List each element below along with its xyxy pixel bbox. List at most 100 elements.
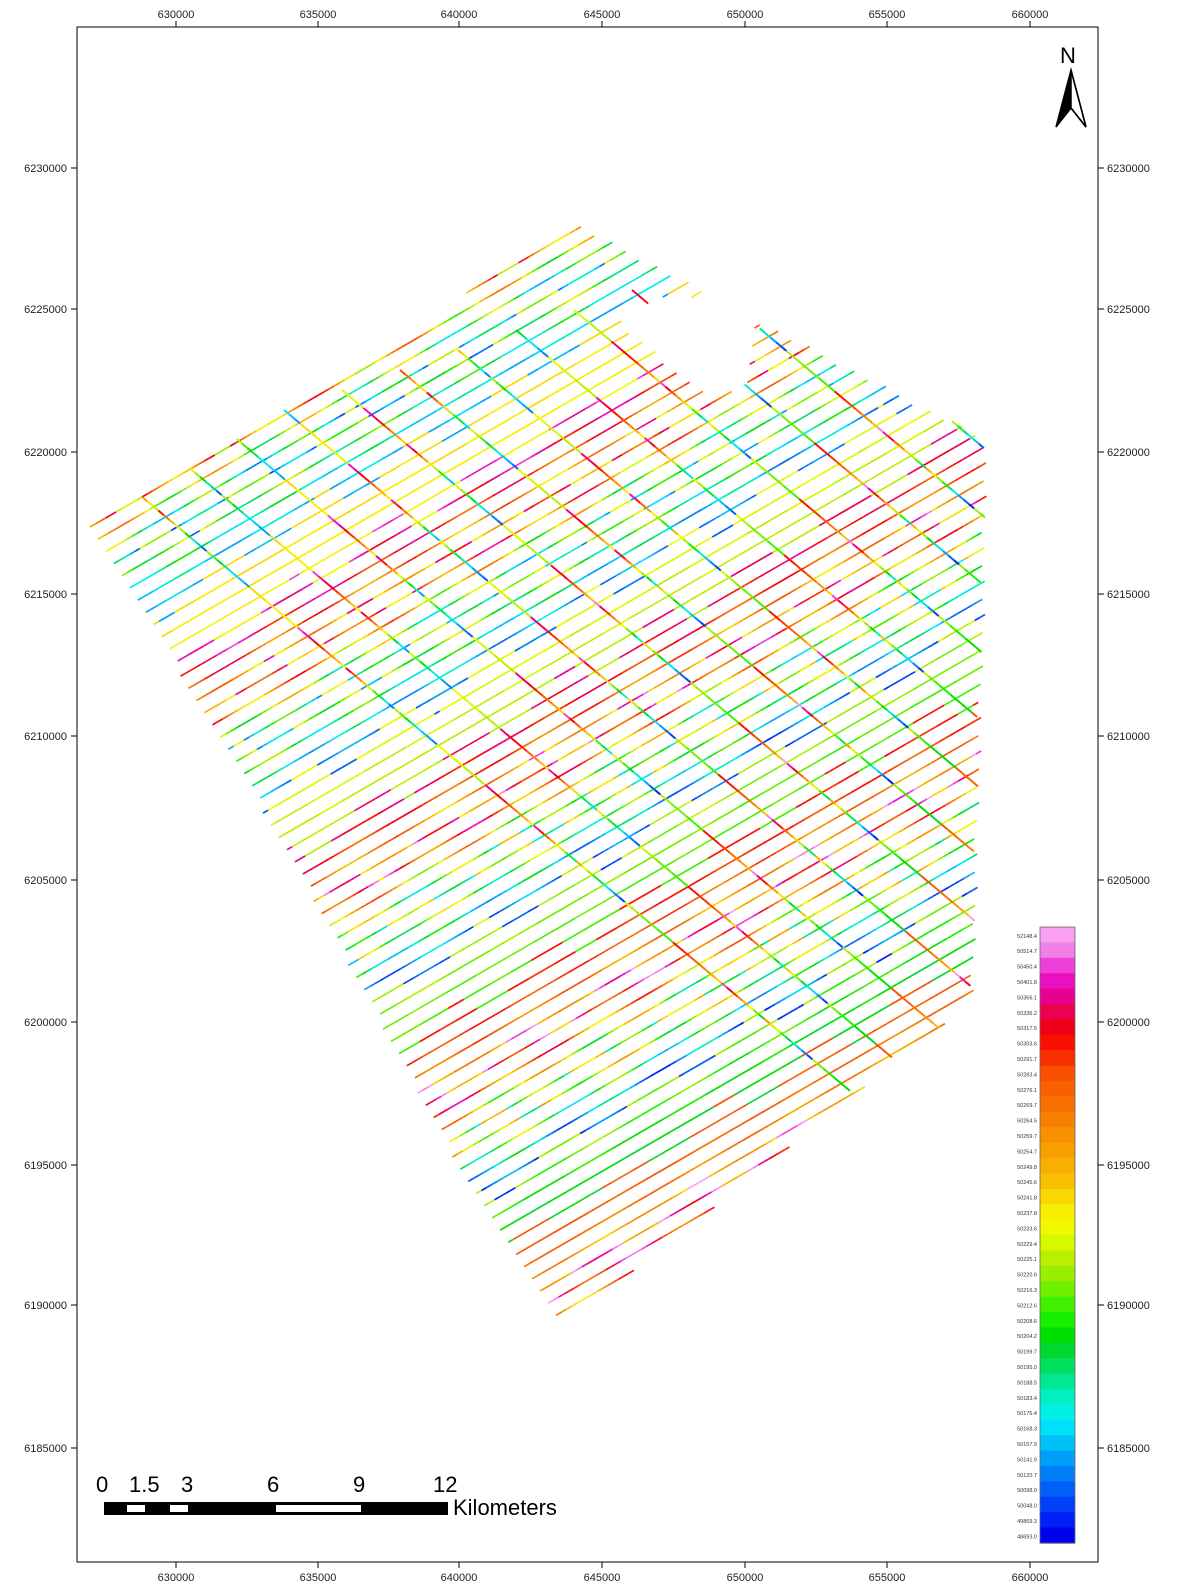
legend-swatch [1040,942,1075,959]
y-tick-label-right: 6190000 [1107,1300,1150,1312]
x-tick-label-bottom: 645000 [584,1572,621,1584]
scale-label-9: 9 [353,1472,365,1497]
legend-swatch [1040,1019,1075,1036]
y-tick-label-left: 6230000 [24,163,67,175]
y-tick-label-left: 6215000 [24,589,67,601]
legend-label: 50168.3 [1017,1427,1037,1433]
legend-label: 50264.5 [1017,1119,1037,1125]
y-tick-label-left: 6195000 [24,1160,67,1172]
x-tick-label-top: 640000 [441,9,478,21]
legend-label: 50269.7 [1017,1103,1037,1109]
scale-label-3: 3 [181,1472,193,1497]
legend-label: 50212.6 [1017,1303,1037,1309]
legend-swatch [1040,1235,1075,1251]
legend-swatch [1040,988,1075,1005]
legend-label: 50225.1 [1017,1257,1037,1263]
y-tick-label-right: 6205000 [1107,875,1150,887]
y-tick-label-right: 6220000 [1107,447,1150,459]
legend-swatch [1040,957,1075,974]
color-legend: 52148.4 50514.7 50450.4 50401.8 50366.1 50336… [1017,925,1077,1545]
legend-swatch [1040,1173,1075,1190]
legend-swatch [1040,1327,1075,1344]
legend-swatch [1040,1281,1075,1298]
legend-label: 50303.6 [1017,1042,1037,1048]
legend-swatch [1040,1527,1075,1544]
x-tick-label-bottom: 655000 [869,1572,906,1584]
legend-swatch [1040,1342,1075,1359]
x-tick-label-top: 645000 [584,9,621,21]
x-tick-label-top: 635000 [300,9,337,21]
x-tick-label-bottom: 660000 [1012,1572,1049,1584]
legend-label: 50199.7 [1017,1350,1037,1356]
legend-swatch [1040,1142,1075,1159]
legend-swatch [1040,1312,1075,1328]
legend-swatch [1040,1065,1075,1082]
legend-label: 50336.2 [1017,1011,1037,1017]
x-tick-label-bottom: 640000 [441,1572,478,1584]
legend-label: 50188.5 [1017,1380,1037,1386]
legend-label: 50245.6 [1017,1180,1037,1186]
legend-swatch [1040,1450,1075,1467]
legend-swatch [1040,1219,1075,1236]
legend-swatch [1040,1034,1075,1051]
legend-label: 50366.1 [1017,995,1037,1001]
legend-swatch [1040,1389,1075,1405]
y-tick-label-left: 6210000 [24,731,67,743]
legend-label: 52148.4 [1017,934,1037,940]
legend-swatch [1040,1250,1075,1267]
x-tick-label-bottom: 630000 [158,1572,195,1584]
y-tick-label-left: 6200000 [24,1017,67,1029]
legend-label: 50514.7 [1017,949,1037,955]
x-tick-label-top: 655000 [869,9,906,21]
legend-label: 50048.0 [1017,1504,1037,1510]
legend-swatch [1040,1512,1075,1529]
legend-swatch [1040,927,1075,943]
x-tick-label-top: 660000 [1012,9,1049,21]
legend-label: 50317.5 [1017,1026,1037,1032]
y-tick-label-right: 6215000 [1107,589,1150,601]
legend-label: 50254.7 [1017,1149,1037,1155]
legend-swatch [1040,1435,1075,1452]
legend-label: 50401.8 [1017,980,1037,986]
legend-swatch [1040,973,1075,990]
legend-swatch [1040,1081,1075,1097]
legend-label: 50291.7 [1017,1057,1037,1063]
legend-label: 50229.4 [1017,1242,1037,1248]
legend-swatch [1040,1373,1075,1390]
legend-label: 50183.4 [1017,1396,1037,1402]
north-letter: N [1060,43,1076,68]
scale-bar: 0 1.5 3 6 9 12 Kilometers [96,1472,557,1520]
x-tick-label-top: 630000 [158,9,195,21]
legend-label: 48693.0 [1017,1534,1037,1540]
legend-swatch [1040,1265,1075,1282]
legend-label: 50241.8 [1017,1196,1037,1202]
scale-label-12: 12 [433,1472,457,1497]
legend-label: 50450.4 [1017,965,1037,971]
y-tick-label-right: 6185000 [1107,1443,1150,1455]
legend-label: 50208.6 [1017,1319,1037,1325]
y-tick-label-left: 6225000 [24,304,67,316]
y-tick-label-right: 6230000 [1107,163,1150,175]
legend-swatch [1040,1111,1075,1128]
legend-label: 50120.7 [1017,1473,1037,1479]
legend-swatch [1040,1466,1075,1482]
legend-label: 50233.6 [1017,1226,1037,1232]
scale-unit: Kilometers [453,1495,557,1520]
x-tick-label-bottom: 650000 [727,1572,764,1584]
legend-swatch [1040,1004,1075,1020]
y-tick-label-left: 6205000 [24,875,67,887]
legend-label: 50249.8 [1017,1165,1037,1171]
y-tick-label-left: 6190000 [24,1300,67,1312]
legend-label: 49869.3 [1017,1519,1037,1525]
y-tick-label-right: 6200000 [1107,1017,1150,1029]
legend-label: 50220.6 [1017,1273,1037,1279]
legend-swatch [1040,1204,1075,1221]
legend-label: 50237.8 [1017,1211,1037,1217]
y-tick-label-right: 6210000 [1107,731,1150,743]
legend-label: 50204.2 [1017,1334,1037,1340]
graticule-ticks: 630000 630000 635000 635000 640000 640000 6450… [24,9,1150,1584]
legend-label: 50157.9 [1017,1442,1037,1448]
legend-label: 50195.0 [1017,1365,1037,1371]
legend-swatch [1040,1296,1075,1313]
